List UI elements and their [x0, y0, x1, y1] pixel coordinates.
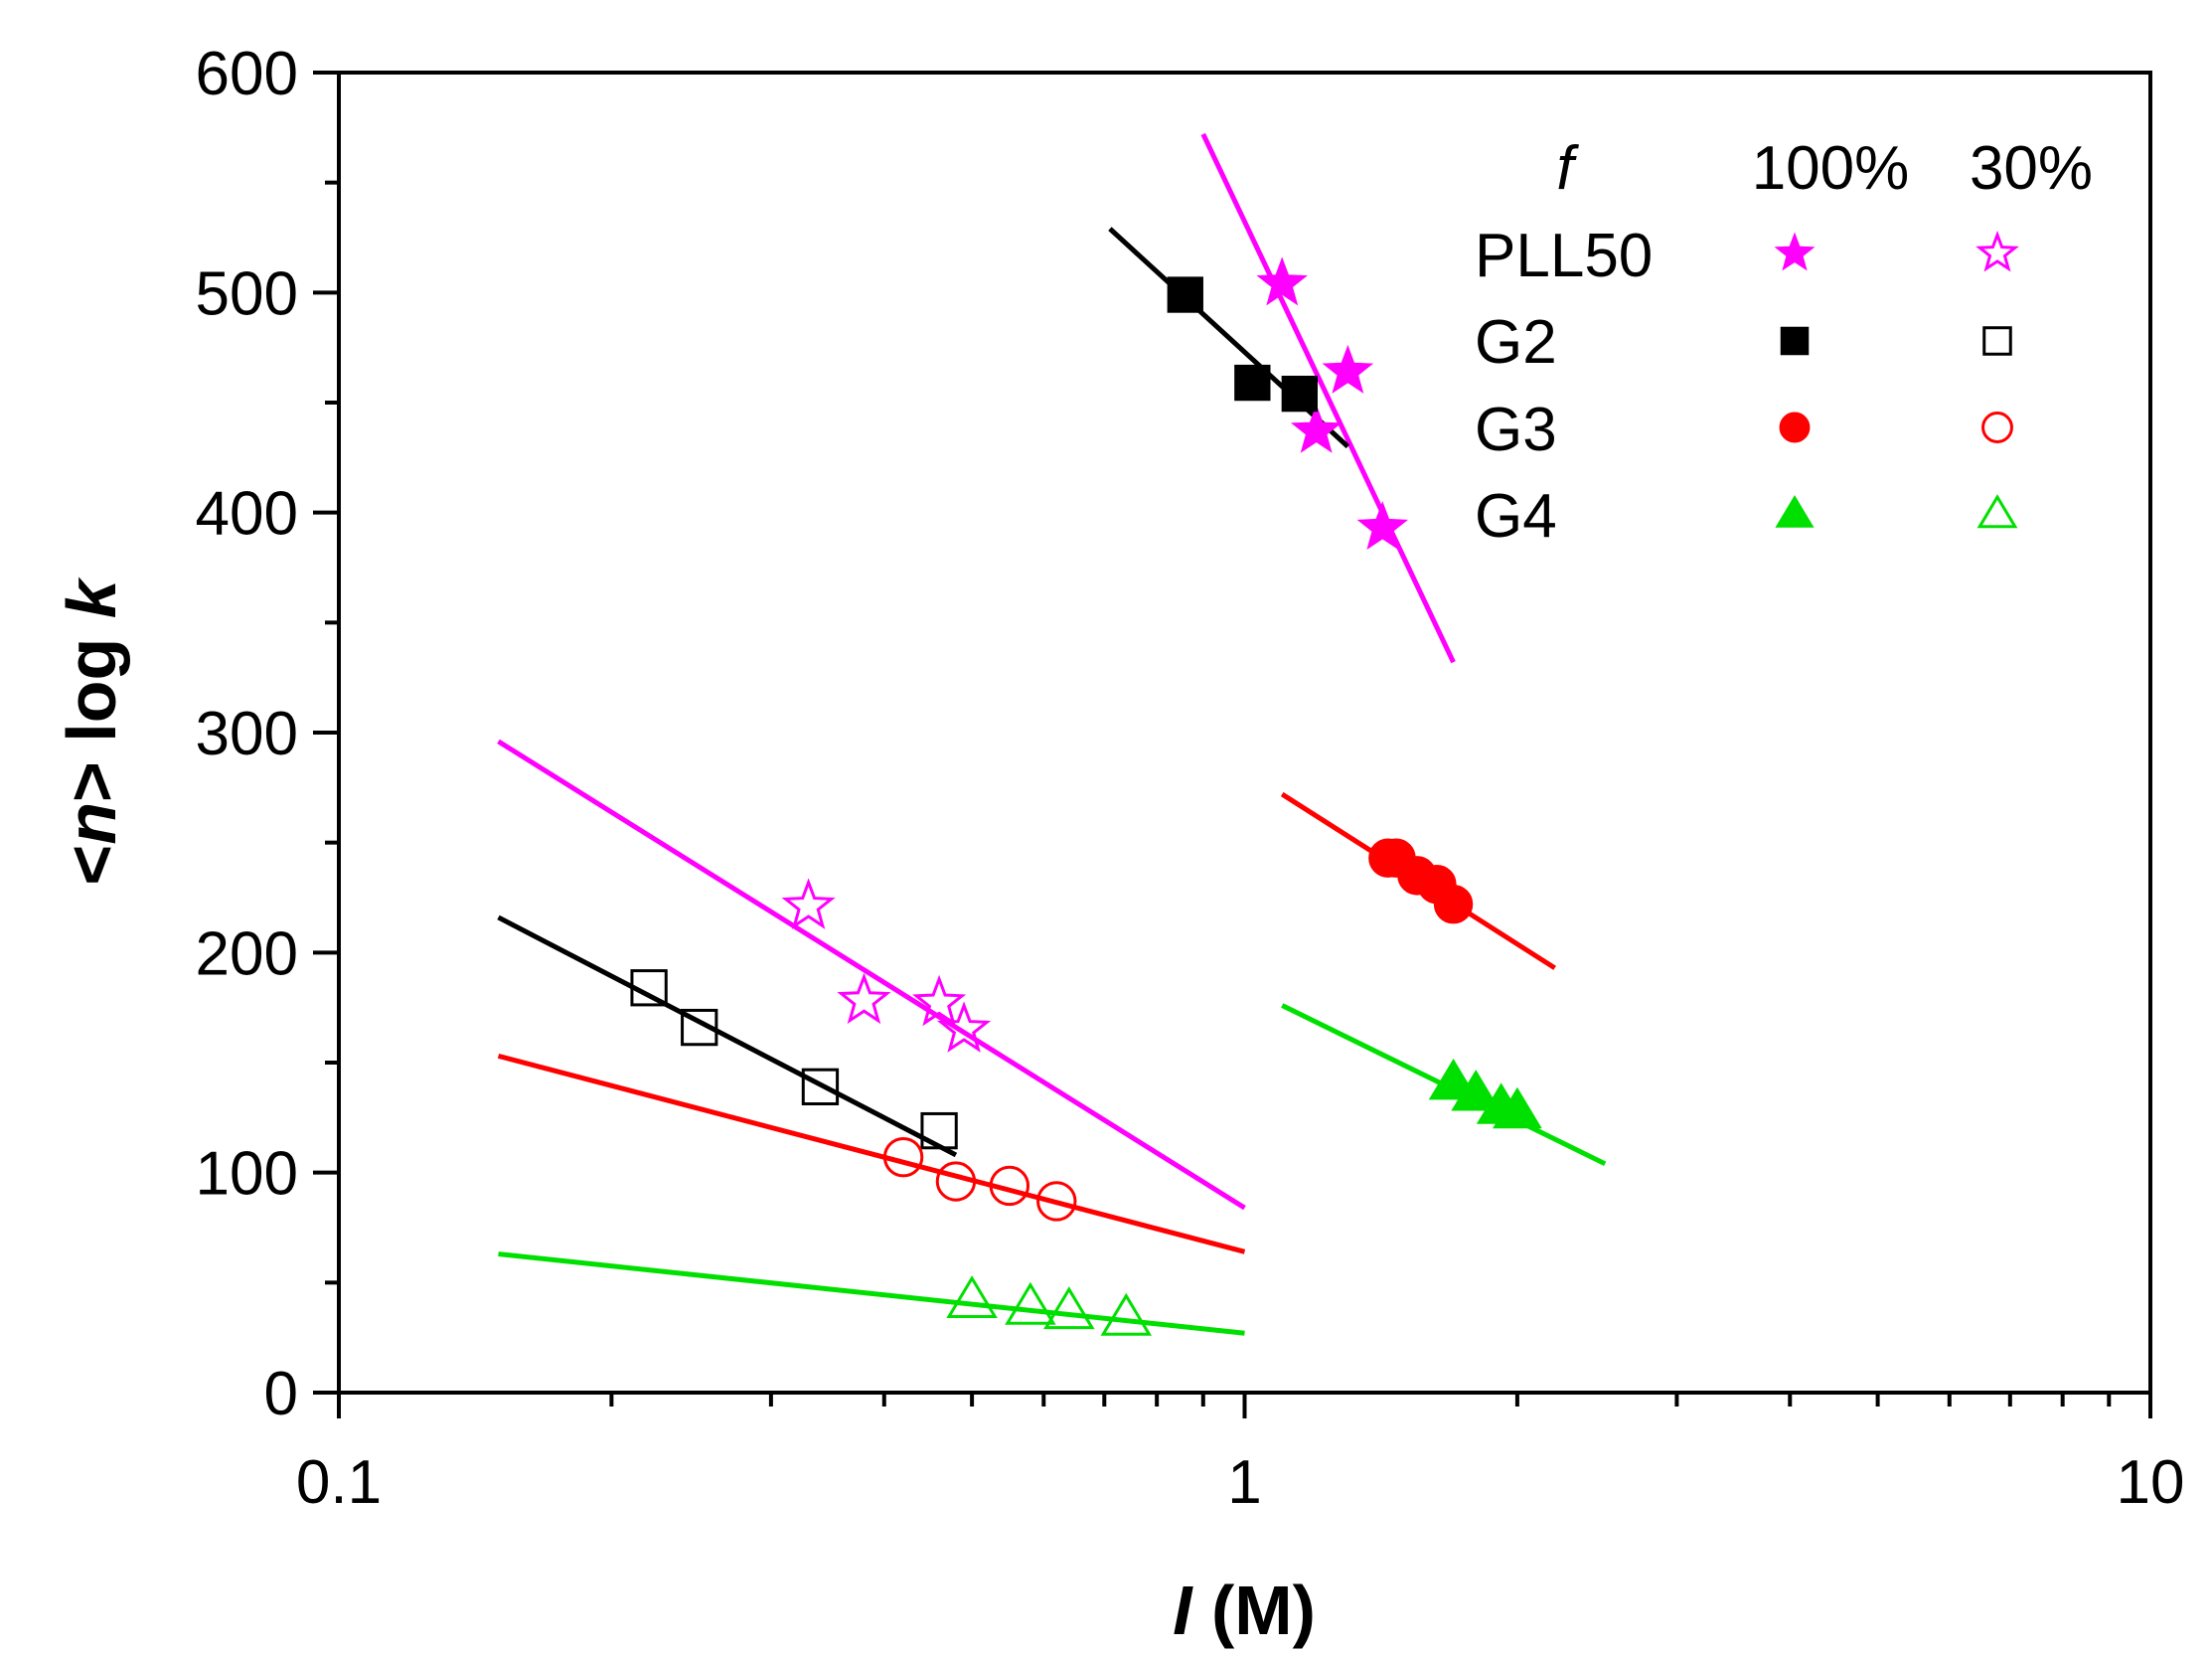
series-pll50-100pct [1256, 256, 1409, 551]
legend-marker-g4-100pct [1775, 495, 1815, 528]
legend-header-100: 100% [1752, 134, 1910, 203]
series-g2-100pct [1167, 276, 1318, 413]
data-point-g2-30pct [920, 1111, 958, 1150]
data-point-g3-100pct [1433, 884, 1474, 924]
y-tick-label: 200 [196, 919, 298, 988]
data-point-g2-30pct [801, 1068, 840, 1106]
data-point-g2-30pct [681, 1008, 718, 1047]
data-point-g4-30pct [1043, 1286, 1095, 1330]
data-point-pll50-30pct [912, 974, 967, 1027]
y-tick-label: 100 [196, 1140, 298, 1209]
data-point-pll50-30pct [837, 972, 891, 1025]
data-point-g3-30pct [989, 1165, 1030, 1207]
data-point-pll50-100pct [1256, 256, 1308, 306]
data-point-g2-30pct [630, 969, 668, 1007]
fit-line-g3-30pct [497, 1053, 1246, 1254]
legend-marker-g3-30pct [1981, 412, 2013, 443]
data-point-g4-30pct [946, 1275, 998, 1318]
data-point-pll50-30pct [937, 1001, 992, 1053]
x-axis-title-variable: I [1173, 1572, 1193, 1649]
legend-marker-g3-100pct [1779, 412, 1811, 443]
y-tick-label: 500 [196, 259, 298, 328]
legend-marker-g2-100pct [1780, 326, 1810, 356]
legend-marker-pll50-30pct [1975, 231, 2019, 272]
series-g4-100pct [1428, 1058, 1542, 1129]
data-point-g3-30pct [1036, 1181, 1077, 1222]
legend-marker-g2-30pct [1982, 326, 2012, 356]
fit-line-pll50-30pct [497, 739, 1246, 1211]
series-g3-100pct [1368, 838, 1474, 924]
y-tick-label: 300 [196, 700, 298, 768]
data-point-g4-30pct [1005, 1281, 1056, 1325]
axis-ticks [313, 71, 2152, 1418]
legend-marker-g4-30pct [1976, 494, 2018, 529]
legend-marker-pll50-100pct [1774, 232, 1816, 271]
fit-line-g4-30pct [498, 1251, 1245, 1336]
y-axis-title: <n> log k [53, 577, 130, 885]
series-g2-30pct [630, 969, 958, 1150]
y-tick-label: 600 [196, 40, 298, 108]
y-axis-title-open: < [53, 845, 130, 886]
data-point-g4-30pct [1100, 1292, 1153, 1336]
x-tick-label: 1 [1227, 1448, 1261, 1517]
series-g3-30pct [882, 1136, 1077, 1222]
data-point-pll50-100pct [1290, 404, 1343, 453]
y-tick-label: 400 [196, 480, 298, 549]
y-axis-title-k: k [53, 577, 130, 618]
data-point-pll50-100pct [1322, 344, 1374, 394]
y-tick-label: 0 [264, 1360, 298, 1428]
legend-header-30: 30% [1970, 134, 2093, 203]
x-tick-label: 10 [2117, 1448, 2185, 1517]
data-point-g4-100pct [1451, 1070, 1501, 1111]
fit-line-g2-30pct [497, 914, 958, 1158]
fit-line-pll50-100pct [1200, 132, 1456, 664]
series-g4-30pct [946, 1275, 1153, 1336]
data-point-pll50-30pct [781, 878, 836, 929]
fit-lines [497, 132, 1607, 1336]
data-points [630, 256, 1542, 1336]
y-axis-title-n: n [53, 802, 130, 845]
data-point-g3-30pct [882, 1136, 924, 1178]
data-point-g2-100pct [1281, 375, 1318, 413]
data-point-g4-100pct [1493, 1086, 1542, 1129]
data-point-g3-30pct [935, 1161, 977, 1202]
x-axis-title-unit: (M) [1192, 1572, 1316, 1649]
series-pll50-30pct [781, 878, 992, 1053]
legend-label-g2: G2 [1475, 308, 1557, 377]
legend-label-pll50: PLL50 [1475, 222, 1653, 290]
x-axis-title: I (M) [1173, 1572, 1316, 1649]
legend-label-g4: G4 [1475, 482, 1557, 551]
data-point-g2-100pct [1167, 276, 1203, 313]
legend-label-g3: G3 [1475, 396, 1557, 464]
legend-markers [1774, 231, 2019, 529]
data-point-g2-100pct [1234, 364, 1271, 402]
data-point-pll50-100pct [1356, 501, 1409, 551]
x-tick-label: 0.1 [296, 1448, 382, 1517]
legend: f 100% 30% PLL50 G2 G3 G4 [1475, 134, 2093, 551]
y-axis-title-mid: > log [53, 618, 130, 802]
